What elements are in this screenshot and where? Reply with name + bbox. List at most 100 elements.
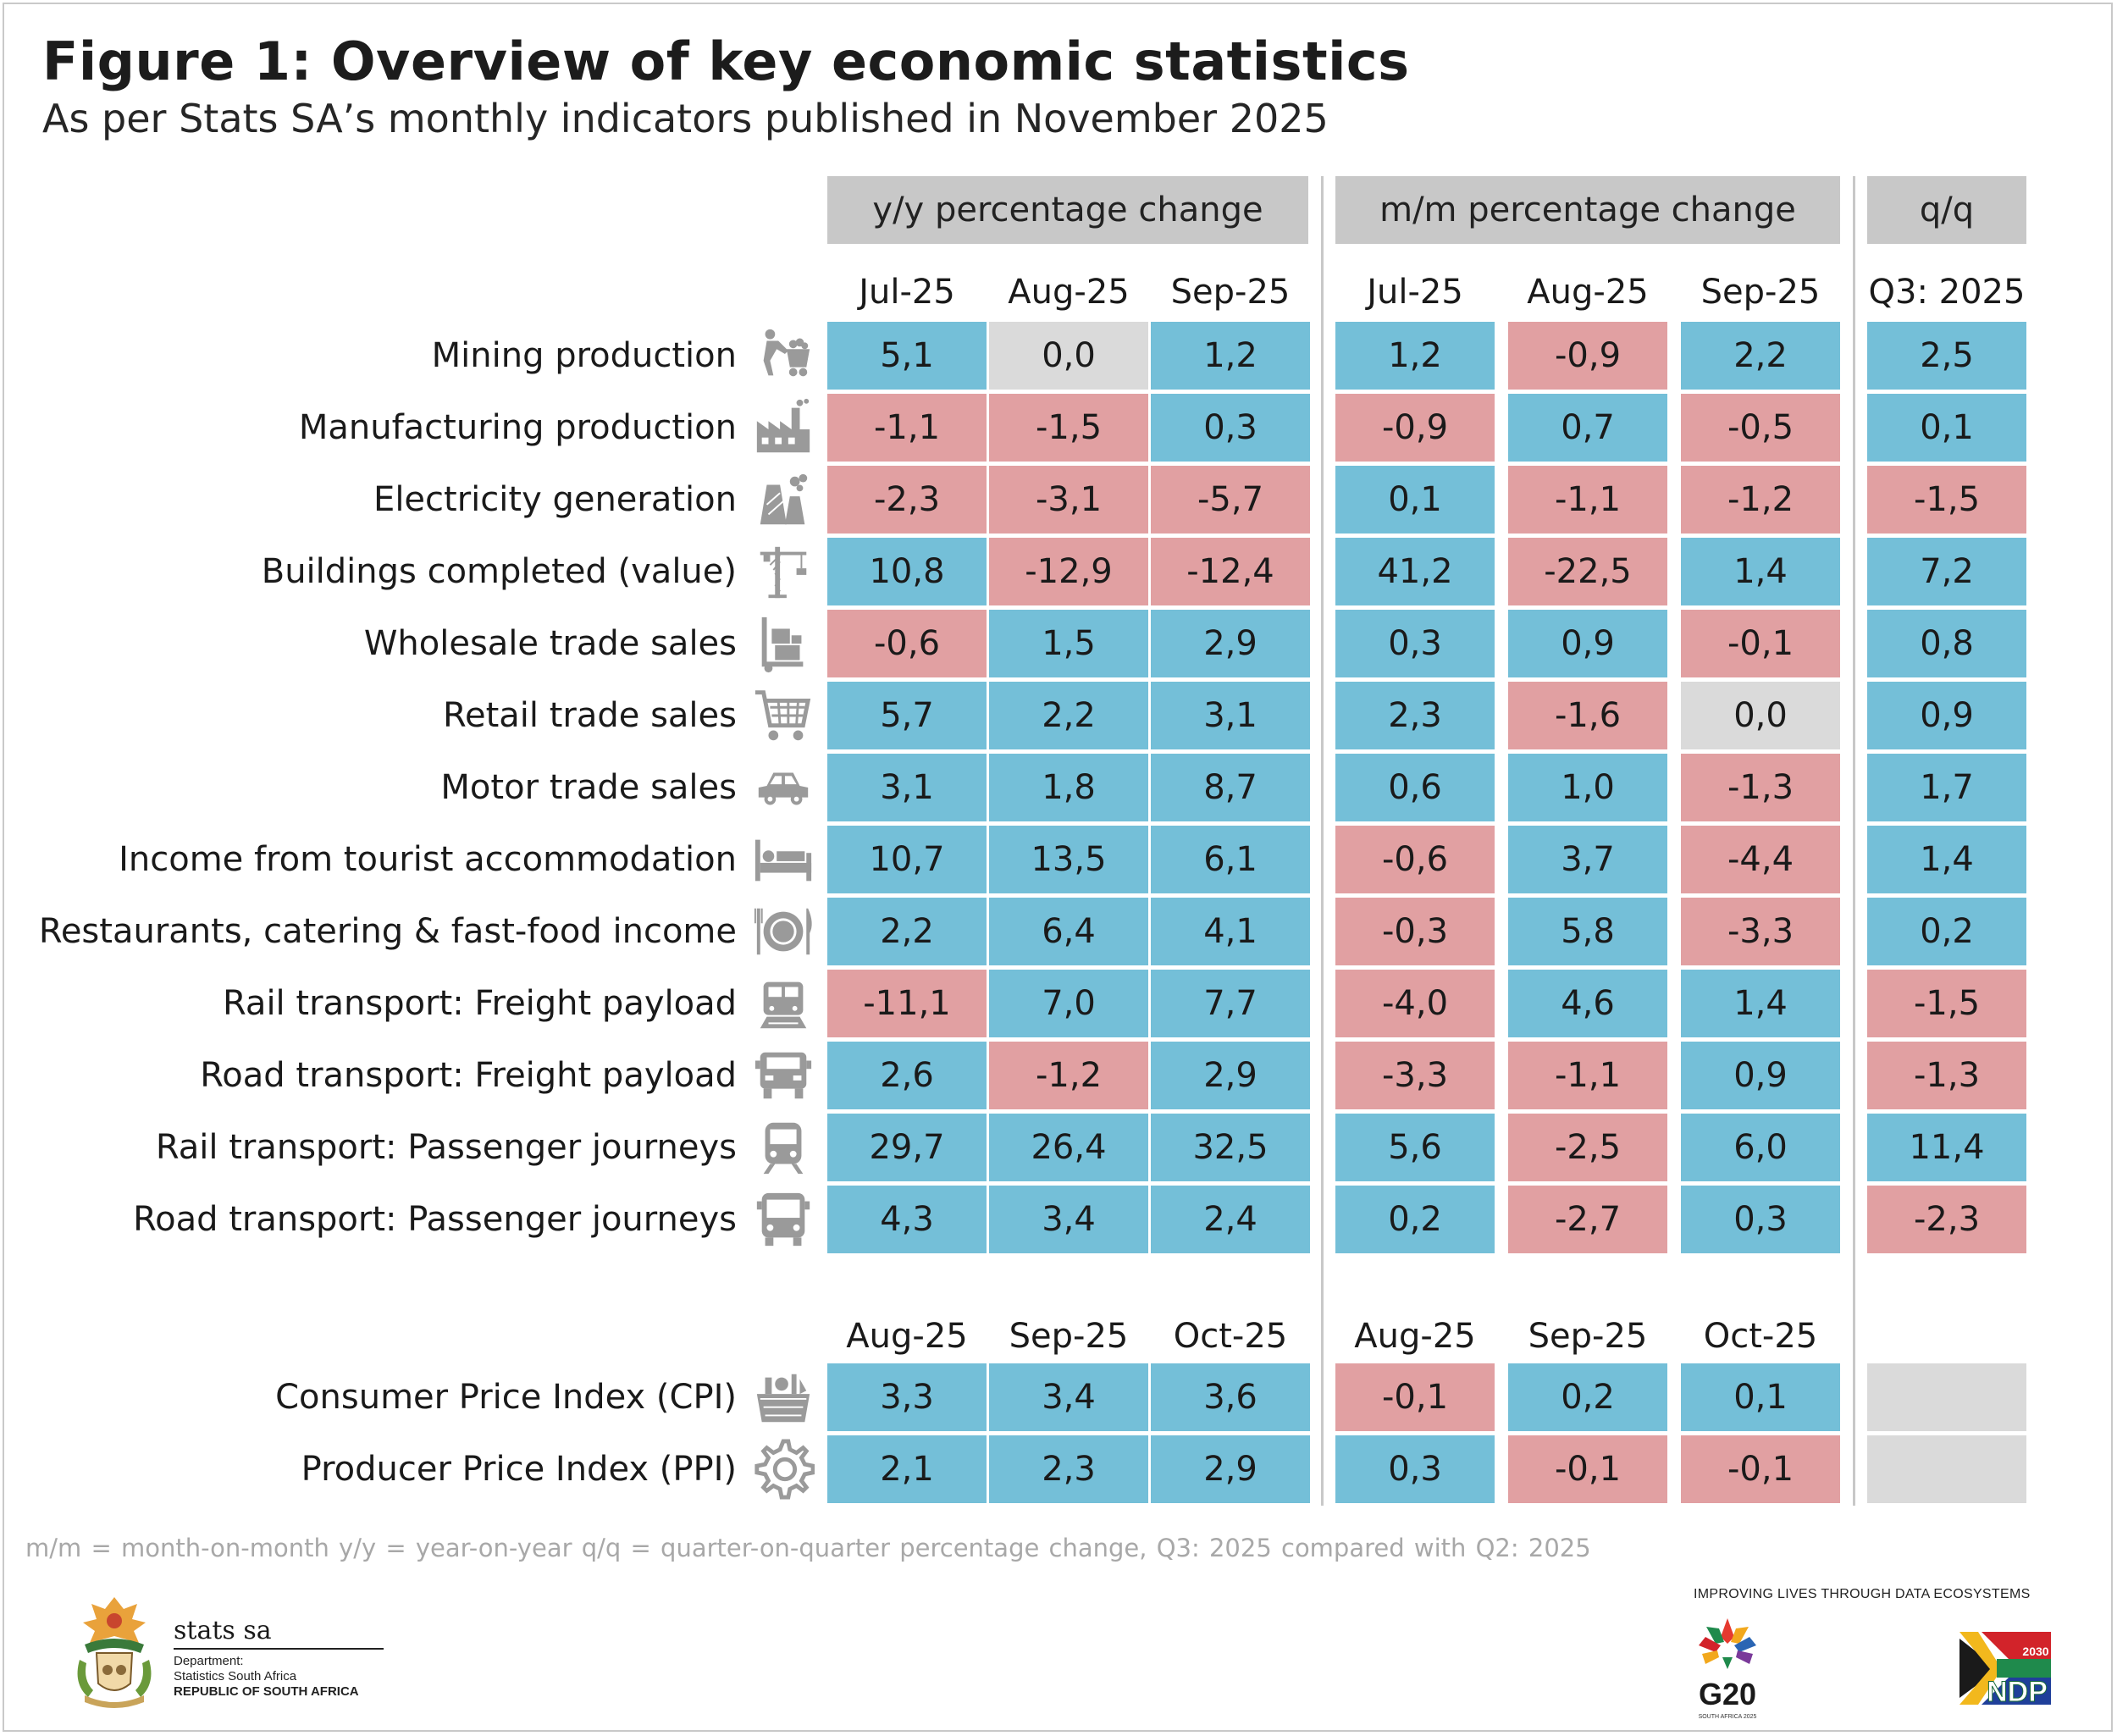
row-label-road-transport-passenger-journeys: Road transport: Passenger journeys [133, 1200, 737, 1239]
monthly-value-cell: 5,1 [827, 322, 987, 390]
monthly-value-cell: 0,2 [1335, 1186, 1495, 1253]
monthly-value-cell: 2,4 [1151, 1186, 1310, 1253]
prices-value-cell: 2,9 [1151, 1435, 1310, 1503]
figure-frame [3, 3, 2113, 1732]
g20-sub: SOUTH AFRICA 2025 [1699, 1714, 1757, 1720]
monthly-value-cell: 2,3 [1335, 682, 1495, 749]
monthly-value-cell: -1,3 [1867, 1042, 2026, 1109]
monthly-value-cell: 3,1 [827, 754, 987, 821]
monthly-value-cell: -22,5 [1508, 538, 1667, 605]
monthly-value-cell: -12,4 [1151, 538, 1310, 605]
monthly-value-cell: 1,0 [1508, 754, 1667, 821]
brand-name: stats sa [174, 1616, 272, 1645]
monthly-value-cell: -3,3 [1335, 1042, 1495, 1109]
row-label-buildings-completed-value: Buildings completed (value) [261, 552, 737, 591]
monthly-value-cell: 5,8 [1508, 898, 1667, 965]
g20-logo: G20 SOUTH AFRICA 2025 [1681, 1613, 1774, 1723]
row-label-retail-trade-sales: Retail trade sales [442, 696, 737, 735]
monthly-value-cell: -1,1 [1508, 1042, 1667, 1109]
bed-icon [752, 828, 815, 891]
monthly-value-cell: -11,1 [827, 970, 987, 1037]
monthly-value-cell: 32,5 [1151, 1114, 1310, 1181]
brand-department: Department: [174, 1654, 244, 1668]
monthly-value-cell: -0,1 [1681, 610, 1840, 677]
prices-column-header: Oct-25 [1703, 1317, 1818, 1356]
monthly-value-cell: -1,2 [1681, 466, 1840, 534]
brand-rule [174, 1648, 384, 1650]
monthly-value-cell: 4,6 [1508, 970, 1667, 1037]
monthly-value-cell: -3,1 [989, 466, 1148, 534]
truck-icon [752, 1044, 815, 1107]
row-label-restaurants-catering-fast-food-income: Restaurants, catering & fast-food income [38, 912, 737, 951]
monthly-value-cell: -1,6 [1508, 682, 1667, 749]
monthly-value-cell: 2,2 [827, 898, 987, 965]
crane-icon [752, 540, 815, 603]
monthly-value-cell: 3,4 [989, 1186, 1148, 1253]
ndp-year: 2030 [2022, 1645, 2048, 1658]
monthly-value-cell: 7,2 [1867, 538, 2026, 605]
group-header-mm: m/m percentage change [1335, 176, 1840, 244]
monthly-value-cell: 41,2 [1335, 538, 1495, 605]
monthly-value-cell: 1,4 [1681, 970, 1840, 1037]
prices-value-cell: 2,1 [827, 1435, 987, 1503]
monthly-value-cell: 8,7 [1151, 754, 1310, 821]
divider-mm-qq [1853, 176, 1855, 1506]
tagline: IMPROVING LIVES THROUGH DATA ECOSYSTEMS [1694, 1587, 2031, 1601]
monthly-value-cell: 11,4 [1867, 1114, 2026, 1181]
monthly-value-cell: 2,2 [989, 682, 1148, 749]
monthly-column-header: Jul-25 [1367, 273, 1463, 312]
monthly-value-cell: 0,1 [1867, 394, 2026, 462]
monthly-value-cell: 2,9 [1151, 1042, 1310, 1109]
row-label-motor-trade-sales: Motor trade sales [440, 768, 737, 807]
prices-value-cell: 3,4 [989, 1363, 1148, 1431]
car-icon [752, 756, 815, 819]
monthly-value-cell: 29,7 [827, 1114, 987, 1181]
monthly-value-cell: -3,3 [1681, 898, 1840, 965]
prices-value-cell: 0,2 [1508, 1363, 1667, 1431]
power-station-icon [752, 468, 815, 531]
grocery-basket-icon [752, 1366, 815, 1429]
monthly-value-cell: 13,5 [989, 826, 1148, 893]
brand-country: REPUBLIC OF SOUTH AFRICA [174, 1684, 359, 1699]
prices-value-cell: 3,3 [827, 1363, 987, 1431]
row-label-manufacturing-production: Manufacturing production [298, 408, 737, 447]
monthly-value-cell: 0,3 [1151, 394, 1310, 462]
monthly-value-cell: -0,9 [1508, 322, 1667, 390]
coat-of-arms-logo [68, 1592, 161, 1711]
ndp-label: NDP [1987, 1676, 2048, 1708]
monthly-value-cell: 7,0 [989, 970, 1148, 1037]
monthly-value-cell: 0,3 [1681, 1186, 1840, 1253]
monthly-value-cell: 1,2 [1151, 322, 1310, 390]
monthly-value-cell: -0,5 [1681, 394, 1840, 462]
monthly-value-cell: -4,0 [1335, 970, 1495, 1037]
page-subtitle: As per Stats SA’s monthly indicators pub… [42, 96, 1329, 141]
row-label-wholesale-trade-sales: Wholesale trade sales [363, 624, 737, 663]
monthly-value-cell: 5,7 [827, 682, 987, 749]
bus-icon [752, 1188, 815, 1251]
monthly-value-cell: 1,2 [1335, 322, 1495, 390]
plate-cutlery-icon [752, 900, 815, 963]
monthly-value-cell: 1,7 [1867, 754, 2026, 821]
passenger-train-icon [752, 1116, 815, 1179]
prices-column-header: Aug-25 [846, 1317, 968, 1356]
monthly-value-cell: -1,2 [989, 1042, 1148, 1109]
monthly-value-cell: 6,4 [989, 898, 1148, 965]
monthly-value-cell: 2,6 [827, 1042, 987, 1109]
freight-train-icon [752, 972, 815, 1035]
hand-truck-icon [752, 612, 815, 675]
monthly-value-cell: -2,3 [827, 466, 987, 534]
monthly-value-cell: 0,6 [1335, 754, 1495, 821]
gear-icon [752, 1438, 815, 1501]
prices-column-header: Sep-25 [1009, 1317, 1129, 1356]
monthly-value-cell: 0,0 [1681, 682, 1840, 749]
prices-value-cell [1867, 1363, 2026, 1431]
monthly-column-header: Sep-25 [1700, 273, 1821, 312]
row-label-consumer-price-index-cpi: Consumer Price Index (CPI) [275, 1378, 737, 1417]
monthly-value-cell: -1,5 [1867, 466, 2026, 534]
monthly-value-cell: 10,8 [827, 538, 987, 605]
monthly-value-cell: -1,3 [1681, 754, 1840, 821]
monthly-value-cell: 6,1 [1151, 826, 1310, 893]
monthly-value-cell: 0,2 [1867, 898, 2026, 965]
prices-value-cell [1867, 1435, 2026, 1503]
monthly-value-cell: 4,3 [827, 1186, 987, 1253]
